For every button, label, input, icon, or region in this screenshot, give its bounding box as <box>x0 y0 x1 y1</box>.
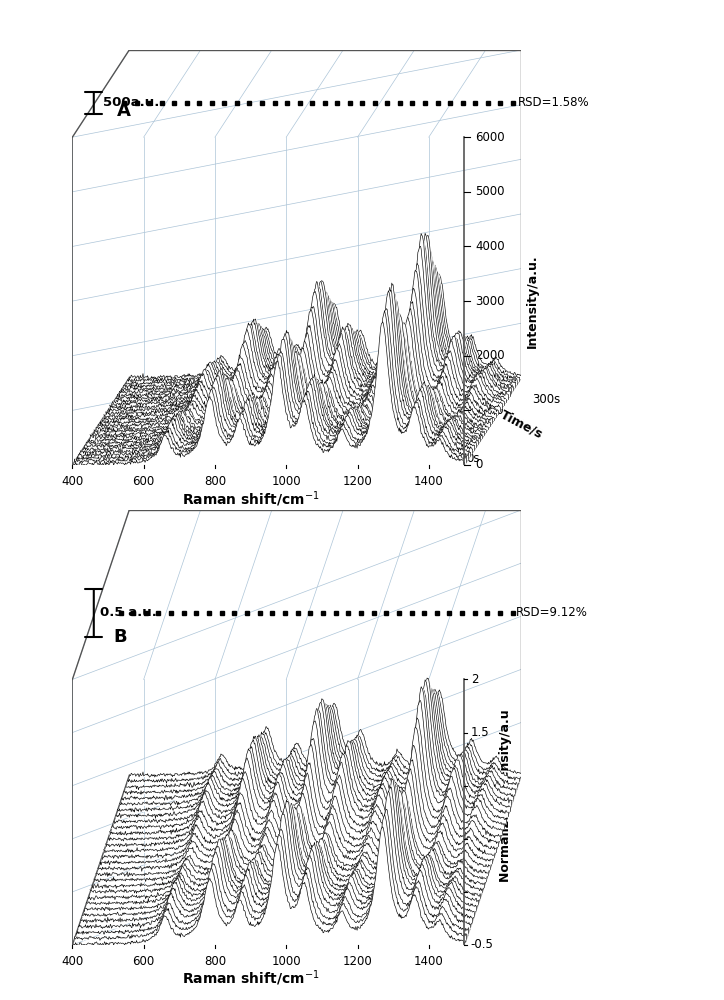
Text: 800: 800 <box>204 955 226 968</box>
Text: 600: 600 <box>132 955 155 968</box>
Text: 0.5 a.u.: 0.5 a.u. <box>100 606 157 619</box>
Text: 6000: 6000 <box>475 131 505 144</box>
Text: 1: 1 <box>471 779 479 792</box>
Text: 2: 2 <box>471 673 479 686</box>
Text: 1000: 1000 <box>272 955 301 968</box>
Text: -0.5: -0.5 <box>471 938 494 952</box>
Text: 1000: 1000 <box>272 475 301 488</box>
Text: 800: 800 <box>204 475 226 488</box>
Text: 1.5: 1.5 <box>471 726 489 739</box>
Text: 2000: 2000 <box>475 349 505 362</box>
Text: Raman shift/cm$^{-1}$: Raman shift/cm$^{-1}$ <box>182 968 319 988</box>
Text: 1200: 1200 <box>342 955 372 968</box>
Text: 1400: 1400 <box>414 955 444 968</box>
Text: 1200: 1200 <box>342 475 372 488</box>
Text: 600: 600 <box>132 475 155 488</box>
Text: 0: 0 <box>471 885 479 898</box>
Text: 1000: 1000 <box>475 404 505 417</box>
Text: B: B <box>114 628 127 646</box>
Text: Raman shift/cm$^{-1}$: Raman shift/cm$^{-1}$ <box>182 490 319 509</box>
Text: A: A <box>117 102 130 120</box>
Text: 400: 400 <box>62 475 83 488</box>
Text: 0.5: 0.5 <box>471 832 489 845</box>
Text: 300s: 300s <box>532 393 560 406</box>
Text: 500a.u.: 500a.u. <box>103 96 159 109</box>
Text: 0s: 0s <box>466 452 480 465</box>
Text: Time/s: Time/s <box>498 408 545 441</box>
Text: RSD=9.12%: RSD=9.12% <box>515 606 587 619</box>
Text: 3000: 3000 <box>475 295 505 308</box>
Text: Normalized Intensity/a.u: Normalized Intensity/a.u <box>499 709 512 882</box>
Text: Intensity/a.u.: Intensity/a.u. <box>526 254 539 348</box>
Text: 5000: 5000 <box>475 185 505 198</box>
Text: 1400: 1400 <box>414 475 444 488</box>
Text: 4000: 4000 <box>475 240 505 253</box>
Text: 0: 0 <box>475 458 482 472</box>
Text: 400: 400 <box>62 955 83 968</box>
Text: RSD=1.58%: RSD=1.58% <box>518 96 590 109</box>
